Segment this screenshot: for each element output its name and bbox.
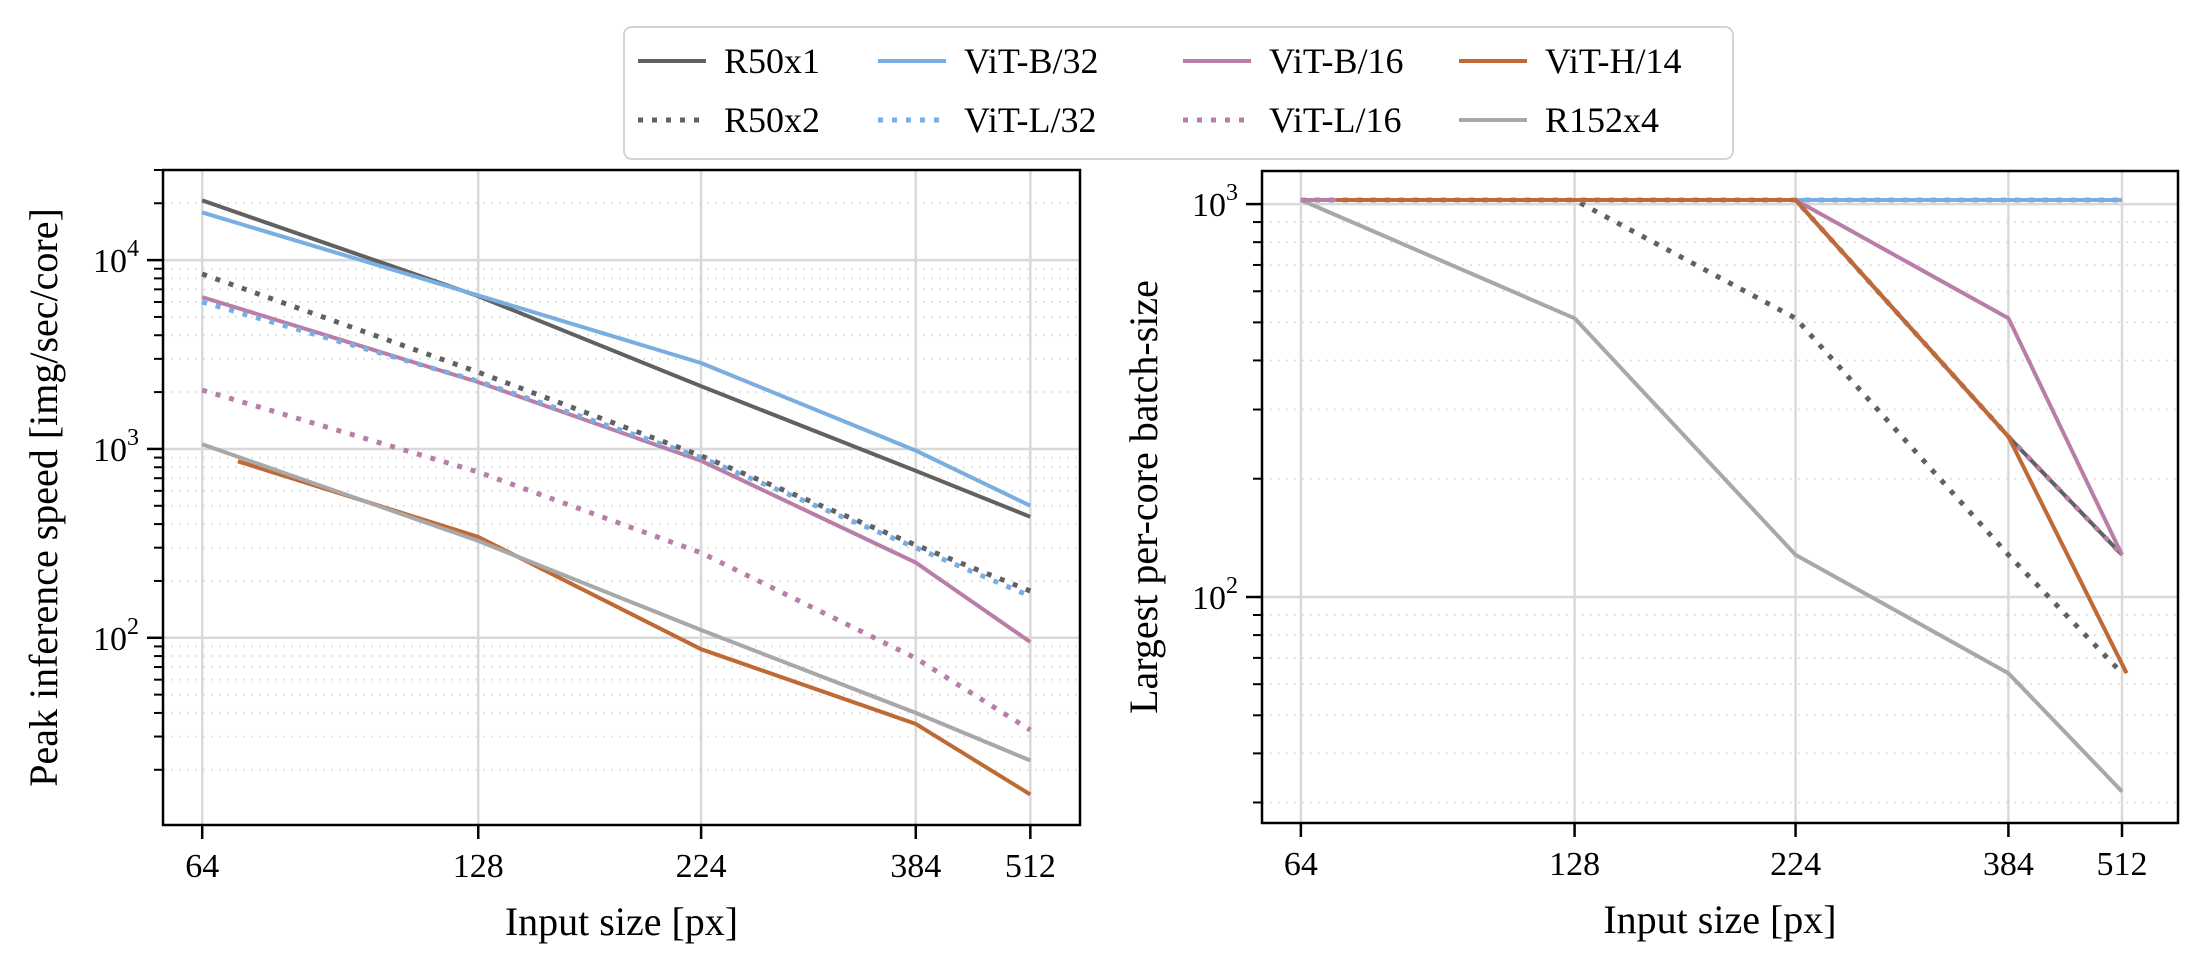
x-tick-label: 128 [1549,846,1600,883]
series-line-vit-l-32 [201,299,1032,599]
series-line-vit-b-32 [201,210,1032,508]
series-line-r152x4 [201,442,1032,763]
series-line-vit-h-14 [1336,198,2129,675]
right-y-axis-label: Largest per-core batch-size [1121,280,1166,714]
y-tick-label: 104 [93,236,139,280]
left-y-axis-label: Peak inference speed [img/sec/core] [21,208,66,787]
right-series [1300,197,2129,793]
legend-label: ViT-B/16 [1269,41,1404,81]
legend-entry: ViT-L/32 [878,100,1097,140]
series-line-r50x1 [201,198,1032,519]
y-tick-label: 102 [93,614,139,658]
right-plot-frame [1260,169,2180,825]
x-tick-label: 128 [453,848,504,885]
left-ticks: 102 103 104 64 128 224 384 512 [93,169,1056,885]
left-series [201,198,1032,797]
legend-label: ViT-L/16 [1269,100,1402,140]
legend-label: ViT-H/14 [1545,41,1682,81]
right-ticks: 102 103 64 128 224 384 512 [1192,180,2148,883]
legend: R50x1 ViT-B/32 ViT-B/16 ViT-H/14 R50x2 ViT-L/… [623,26,1734,160]
x-tick-label: 64 [185,848,219,885]
legend-entry: ViT-H/14 [1459,41,1682,81]
legend-label: ViT-L/32 [964,100,1097,140]
x-tick-label: 224 [1770,846,1821,883]
legend-entry: R50x1 [638,41,820,81]
x-tick-label: 384 [890,848,941,885]
x-tick-label: 224 [676,848,727,885]
x-tick-label: 512 [1005,848,1056,885]
legend-label: R50x1 [724,41,820,81]
x-tick-label: 512 [2097,846,2148,883]
legend-entry: R152x4 [1459,100,1659,140]
series-line-vit-h-14 [237,459,1032,797]
legend-entry: ViT-L/16 [1183,100,1402,140]
series-line-r50x2 [1300,197,2124,675]
series-line-vit-b-16 [201,295,1032,644]
legend-entry: ViT-B/32 [878,41,1099,81]
x-tick-label: 64 [1284,846,1318,883]
legend-label: R152x4 [1545,100,1659,140]
legend-entry: ViT-B/16 [1183,41,1404,81]
legend-label: R50x2 [724,100,820,140]
right-chart-batch-size: 102 103 64 128 224 384 512 Input size [px] Lar… [1121,169,2180,942]
right-x-axis-label: Input size [px] [1603,897,1836,942]
left-grid [163,169,1080,825]
legend-entry: R50x2 [638,100,820,140]
series-line-r152x4 [1300,198,2124,793]
left-x-axis-label: Input size [px] [505,899,738,944]
y-tick-label: 103 [93,425,139,469]
right-grid [1262,171,2178,823]
x-tick-label: 384 [1983,846,2034,883]
left-plot-frame [161,168,1082,827]
y-tick-label: 103 [1192,180,1238,224]
y-tick-label: 102 [1192,573,1238,617]
legend-label: ViT-B/32 [964,41,1099,81]
